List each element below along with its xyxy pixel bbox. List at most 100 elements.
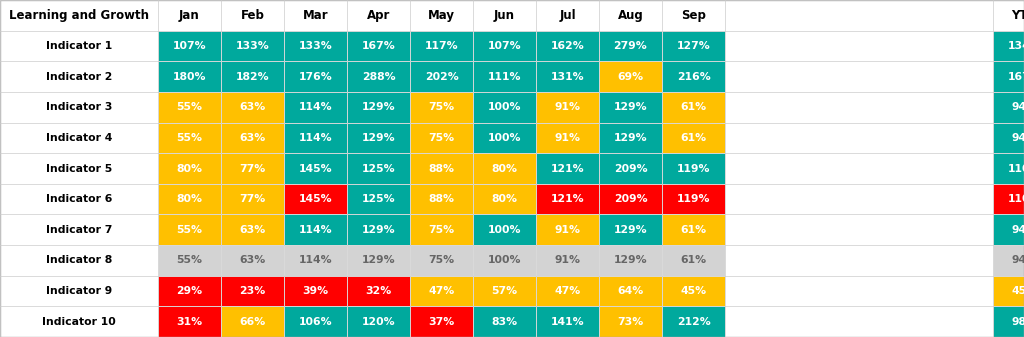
Bar xyxy=(347,31,410,61)
Text: 119%: 119% xyxy=(677,194,711,204)
Text: Feb: Feb xyxy=(241,9,264,22)
Text: 129%: 129% xyxy=(613,225,647,235)
Text: 111%: 111% xyxy=(487,71,521,82)
Text: 129%: 129% xyxy=(361,225,395,235)
Text: Jun: Jun xyxy=(494,9,515,22)
Bar xyxy=(662,0,725,31)
Bar xyxy=(725,153,993,184)
Text: 212%: 212% xyxy=(677,317,711,327)
Text: 69%: 69% xyxy=(617,71,643,82)
Bar xyxy=(662,31,725,61)
Text: 91%: 91% xyxy=(555,102,581,112)
Text: Indicator 2: Indicator 2 xyxy=(46,71,113,82)
Text: 31%: 31% xyxy=(176,317,203,327)
Bar xyxy=(0,153,158,184)
Text: 75%: 75% xyxy=(428,133,455,143)
Bar xyxy=(221,61,284,92)
Bar xyxy=(599,0,662,31)
Text: 23%: 23% xyxy=(240,286,265,296)
Bar xyxy=(473,276,536,306)
Bar xyxy=(284,153,347,184)
Bar xyxy=(0,214,158,245)
Text: 75%: 75% xyxy=(428,225,455,235)
Bar xyxy=(993,0,1024,31)
Text: 114%: 114% xyxy=(299,225,333,235)
Text: 127%: 127% xyxy=(677,41,711,51)
Bar xyxy=(410,276,473,306)
Text: Learning and Growth: Learning and Growth xyxy=(9,9,150,22)
Bar xyxy=(347,0,410,31)
Bar xyxy=(347,184,410,214)
Bar xyxy=(536,61,599,92)
Bar xyxy=(221,306,284,337)
Text: 100%: 100% xyxy=(487,102,521,112)
Bar xyxy=(0,245,158,276)
Text: 209%: 209% xyxy=(613,163,647,174)
Bar xyxy=(473,61,536,92)
Text: 129%: 129% xyxy=(613,102,647,112)
Bar xyxy=(536,0,599,31)
Text: 167%: 167% xyxy=(361,41,395,51)
Bar xyxy=(221,0,284,31)
Bar xyxy=(473,123,536,153)
Text: Jul: Jul xyxy=(559,9,575,22)
Bar xyxy=(473,31,536,61)
Bar xyxy=(347,306,410,337)
Text: 129%: 129% xyxy=(613,255,647,266)
Bar xyxy=(536,31,599,61)
Bar xyxy=(158,0,221,31)
Text: 120%: 120% xyxy=(361,317,395,327)
Bar xyxy=(599,92,662,123)
Text: 114%: 114% xyxy=(299,255,333,266)
Text: 182%: 182% xyxy=(236,71,269,82)
Text: 110%: 110% xyxy=(1008,194,1024,204)
Text: 216%: 216% xyxy=(677,71,711,82)
Bar xyxy=(410,214,473,245)
Bar xyxy=(536,214,599,245)
Bar xyxy=(725,92,993,123)
Bar xyxy=(347,276,410,306)
Text: Mar: Mar xyxy=(303,9,329,22)
Text: 55%: 55% xyxy=(176,102,203,112)
Text: 55%: 55% xyxy=(176,225,203,235)
Bar xyxy=(599,245,662,276)
Bar xyxy=(410,92,473,123)
Bar xyxy=(599,61,662,92)
Bar xyxy=(993,214,1024,245)
Text: 88%: 88% xyxy=(428,194,455,204)
Bar xyxy=(347,245,410,276)
Bar xyxy=(662,245,725,276)
Text: Jan: Jan xyxy=(179,9,200,22)
Bar xyxy=(158,92,221,123)
Bar xyxy=(284,92,347,123)
Text: 145%: 145% xyxy=(299,194,333,204)
Text: 141%: 141% xyxy=(551,317,585,327)
Bar xyxy=(284,306,347,337)
Text: 61%: 61% xyxy=(680,225,707,235)
Text: 80%: 80% xyxy=(492,194,517,204)
Bar xyxy=(284,276,347,306)
Text: 100%: 100% xyxy=(487,133,521,143)
Bar xyxy=(0,92,158,123)
Text: 75%: 75% xyxy=(428,102,455,112)
Text: 279%: 279% xyxy=(613,41,647,51)
Text: 57%: 57% xyxy=(492,286,517,296)
Text: 94%: 94% xyxy=(1012,102,1024,112)
Bar xyxy=(221,31,284,61)
Bar xyxy=(284,31,347,61)
Text: 114%: 114% xyxy=(299,102,333,112)
Bar xyxy=(993,306,1024,337)
Bar xyxy=(725,214,993,245)
Bar xyxy=(158,61,221,92)
Bar xyxy=(0,184,158,214)
Text: 176%: 176% xyxy=(299,71,333,82)
Bar xyxy=(725,245,993,276)
Bar xyxy=(158,245,221,276)
Text: 98%: 98% xyxy=(1012,317,1024,327)
Text: 209%: 209% xyxy=(613,194,647,204)
Text: 202%: 202% xyxy=(425,71,459,82)
Bar xyxy=(993,31,1024,61)
Text: 110%: 110% xyxy=(1008,163,1024,174)
Bar xyxy=(347,153,410,184)
Text: Indicator 5: Indicator 5 xyxy=(46,163,112,174)
